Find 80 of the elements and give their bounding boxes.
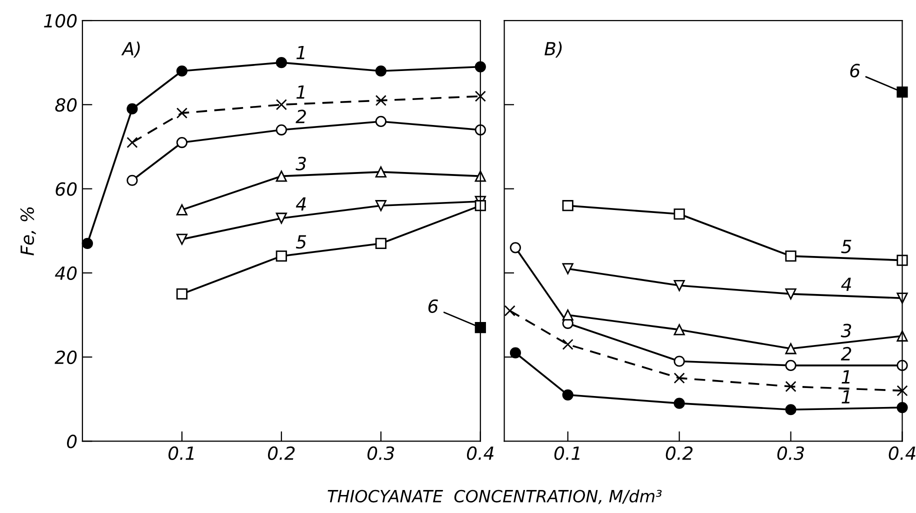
point	[562, 309, 574, 321]
point	[375, 65, 386, 77]
point	[896, 86, 908, 98]
x-tick-label: 0.3	[777, 446, 804, 460]
point	[562, 389, 574, 400]
point	[276, 170, 287, 182]
x-tick-label: 0.2	[666, 446, 693, 460]
point	[276, 124, 287, 136]
x-tick-label: 0.4	[888, 446, 916, 460]
x-axis-title: THIOCYANATE CONCENTRATION, M/dm³	[328, 490, 662, 504]
point	[785, 380, 796, 392]
series-label: 2	[840, 346, 852, 360]
point	[176, 108, 188, 119]
point	[474, 90, 486, 102]
point	[126, 136, 138, 148]
y-tick-label: 60	[56, 182, 77, 196]
x-tick-label: 0.1	[168, 446, 194, 460]
point	[674, 280, 685, 292]
point	[785, 250, 796, 262]
series-label: 3	[296, 156, 306, 170]
point	[126, 103, 138, 114]
point	[785, 404, 796, 416]
x-tick-label: 0.4	[466, 446, 494, 460]
point	[375, 238, 386, 250]
point	[375, 94, 386, 106]
point	[896, 385, 908, 396]
x-tick-label: 0.1	[554, 446, 580, 460]
point	[375, 166, 386, 178]
point	[474, 61, 486, 72]
series-label: 4	[841, 278, 851, 291]
point	[176, 65, 188, 77]
point	[674, 356, 685, 367]
point	[82, 238, 93, 250]
point	[674, 324, 685, 336]
point	[276, 212, 287, 224]
point	[276, 99, 287, 110]
series-label: 1	[842, 390, 850, 404]
point	[504, 305, 516, 316]
point	[510, 347, 521, 358]
point	[474, 200, 486, 212]
point	[276, 57, 287, 68]
y-tick-label: 100	[44, 14, 77, 28]
point	[785, 343, 796, 354]
point	[562, 263, 574, 274]
y-tick-label: 20	[54, 350, 77, 364]
series-label: 4	[296, 197, 306, 211]
series-label: 1	[842, 370, 850, 384]
annotation: A)	[121, 42, 140, 58]
point	[375, 116, 386, 128]
point	[674, 372, 685, 384]
point	[562, 200, 574, 212]
point	[126, 174, 138, 186]
point	[276, 250, 287, 262]
y-axis-title: Fe, %	[20, 207, 36, 256]
point	[375, 200, 386, 212]
point	[176, 234, 188, 245]
point	[176, 136, 188, 148]
point	[674, 398, 685, 409]
text: 6	[850, 64, 860, 78]
x-tick-label: 0.2	[268, 446, 295, 460]
point	[785, 360, 796, 372]
y-tick-label: 40	[54, 266, 77, 280]
annotation: B)	[544, 42, 562, 58]
x-tick-label: 0.3	[367, 446, 394, 460]
series-label: 3	[840, 324, 852, 338]
point	[176, 204, 188, 216]
point	[785, 288, 796, 300]
point	[176, 288, 188, 300]
point	[562, 338, 574, 350]
point	[674, 208, 685, 220]
point	[510, 242, 521, 254]
y-tick-label: 80	[55, 98, 77, 112]
series-label: 2	[296, 110, 306, 124]
series-label: 5	[841, 240, 852, 254]
text: 6	[428, 299, 438, 313]
point	[474, 322, 486, 334]
series-label: 1	[296, 86, 304, 99]
series-label: 1	[296, 46, 304, 60]
y-tick-label: 0	[66, 434, 77, 448]
series-label: 5	[296, 235, 306, 249]
